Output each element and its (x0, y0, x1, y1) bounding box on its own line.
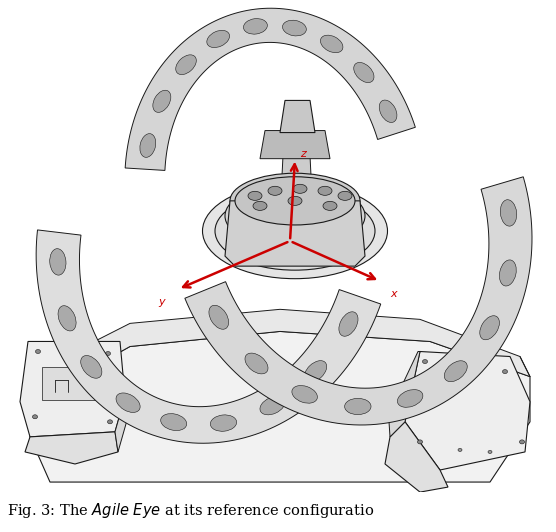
Ellipse shape (230, 173, 360, 228)
Ellipse shape (339, 312, 358, 336)
Ellipse shape (288, 196, 302, 205)
Ellipse shape (458, 448, 462, 452)
Ellipse shape (202, 184, 388, 279)
Text: x: x (390, 289, 396, 299)
Ellipse shape (245, 353, 268, 374)
Polygon shape (280, 101, 315, 132)
Ellipse shape (207, 30, 230, 47)
Ellipse shape (248, 192, 262, 201)
Ellipse shape (210, 415, 237, 431)
Ellipse shape (418, 440, 423, 444)
Ellipse shape (225, 184, 365, 248)
Polygon shape (388, 352, 420, 437)
Polygon shape (125, 8, 415, 170)
Polygon shape (185, 177, 532, 425)
Ellipse shape (176, 55, 196, 74)
Ellipse shape (215, 192, 375, 270)
Ellipse shape (116, 393, 140, 412)
Polygon shape (115, 397, 128, 452)
Text: z: z (300, 148, 306, 159)
Ellipse shape (499, 260, 517, 286)
Ellipse shape (292, 386, 317, 403)
Ellipse shape (81, 355, 102, 378)
Ellipse shape (519, 440, 524, 444)
Ellipse shape (480, 315, 499, 340)
Polygon shape (20, 342, 125, 437)
Ellipse shape (338, 192, 352, 201)
Polygon shape (30, 331, 530, 482)
Ellipse shape (106, 352, 111, 355)
Ellipse shape (36, 350, 41, 353)
Polygon shape (225, 201, 365, 266)
Ellipse shape (209, 305, 229, 329)
Ellipse shape (444, 361, 467, 381)
Ellipse shape (423, 360, 428, 363)
Ellipse shape (345, 398, 371, 414)
Ellipse shape (488, 451, 492, 453)
Ellipse shape (268, 186, 282, 195)
Ellipse shape (354, 62, 374, 82)
Ellipse shape (49, 248, 66, 275)
Polygon shape (42, 367, 95, 400)
Ellipse shape (58, 306, 76, 331)
Polygon shape (35, 309, 530, 397)
Ellipse shape (473, 368, 477, 371)
Ellipse shape (107, 420, 112, 424)
Ellipse shape (244, 19, 267, 34)
Polygon shape (385, 422, 448, 492)
Ellipse shape (379, 100, 397, 122)
Text: Fig. 3: The $\mathit{Agile}$ $\mathit{Eye}$ at its reference configuratio: Fig. 3: The $\mathit{Agile}$ $\mathit{Ey… (7, 501, 374, 520)
Ellipse shape (253, 201, 267, 210)
Ellipse shape (282, 20, 306, 36)
Polygon shape (36, 230, 381, 443)
Ellipse shape (304, 361, 327, 382)
Ellipse shape (443, 372, 447, 375)
Ellipse shape (318, 186, 332, 195)
Ellipse shape (161, 414, 187, 430)
Polygon shape (25, 432, 118, 464)
Ellipse shape (398, 389, 423, 408)
Ellipse shape (320, 35, 343, 53)
Ellipse shape (140, 134, 156, 157)
Ellipse shape (153, 90, 171, 112)
Ellipse shape (323, 201, 337, 210)
Text: y: y (158, 297, 165, 307)
Ellipse shape (235, 177, 355, 225)
Polygon shape (260, 130, 330, 159)
Ellipse shape (293, 184, 307, 193)
Ellipse shape (503, 370, 508, 373)
Ellipse shape (260, 396, 285, 415)
Polygon shape (405, 352, 530, 470)
Polygon shape (281, 156, 312, 196)
Ellipse shape (500, 200, 517, 226)
Ellipse shape (32, 415, 37, 419)
